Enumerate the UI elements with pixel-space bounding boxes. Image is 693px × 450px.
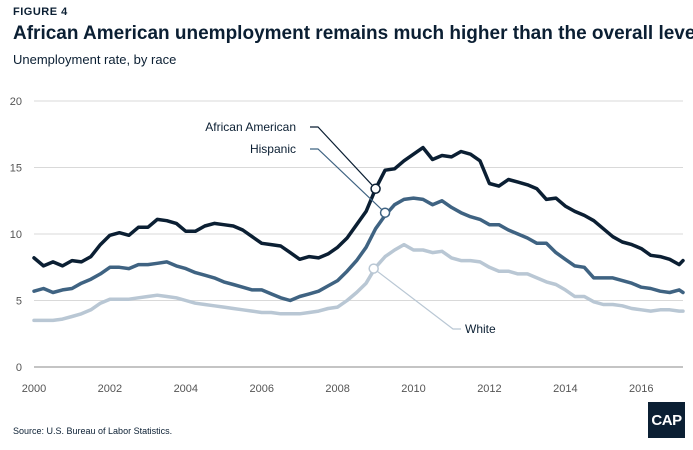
- x-tick-label: 2004: [174, 383, 198, 395]
- y-tick-label: 5: [16, 296, 22, 308]
- leader-line-african-american: [310, 126, 377, 190]
- marker-white: [368, 263, 379, 274]
- cap-logo: CAP: [648, 402, 685, 438]
- x-tick-label: 2000: [22, 383, 46, 395]
- figure-label: FIGURE 4: [13, 6, 68, 18]
- marker-hispanic: [379, 207, 391, 218]
- y-tick-label: 20: [10, 96, 22, 108]
- y-tick-label: 15: [10, 163, 22, 175]
- x-tick-label: 2008: [325, 383, 349, 395]
- x-tick-label: 2010: [401, 383, 425, 395]
- chart-subtitle: Unemployment rate, by race: [13, 52, 177, 67]
- annotation-white: White: [465, 322, 496, 336]
- x-tick-label: 2006: [249, 383, 273, 395]
- chart-title: African American unemployment remains mu…: [13, 23, 693, 44]
- y-tick-label: 0: [16, 362, 22, 374]
- series-line-hispanic: [32, 196, 685, 303]
- x-tick-label: 2014: [553, 383, 577, 395]
- marker-african-american: [370, 183, 381, 195]
- series-line-african-american: [32, 145, 685, 268]
- x-tick-label: 2002: [98, 383, 122, 395]
- leader-line-hispanic: [310, 148, 386, 214]
- x-tick-label: 2012: [477, 383, 501, 395]
- y-tick-label: 10: [10, 229, 22, 241]
- source-note: Source: U.S. Bureau of Labor Statistics.: [13, 426, 173, 436]
- series-line-white: [32, 242, 685, 323]
- annotation-african-american: African American: [205, 120, 296, 134]
- annotation-hispanic: Hispanic: [250, 142, 296, 156]
- leader-line-white: [373, 268, 461, 330]
- x-tick-label: 2016: [629, 383, 653, 395]
